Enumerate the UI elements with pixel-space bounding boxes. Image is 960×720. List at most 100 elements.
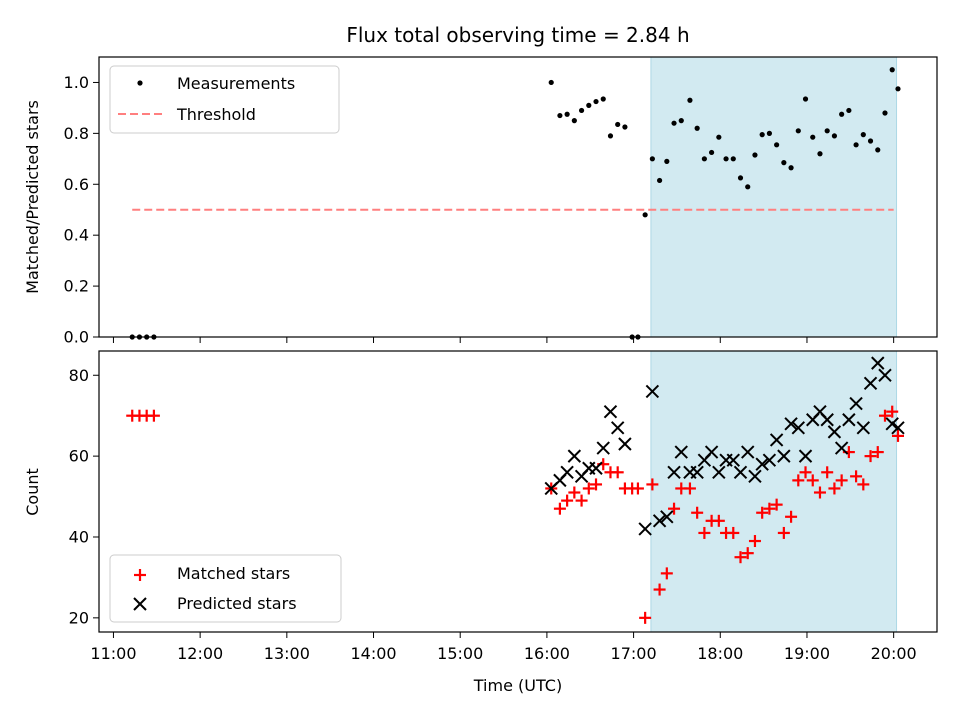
matched-star-point (147, 409, 160, 422)
predicted-star-point (784, 417, 798, 431)
predicted-star-point (704, 445, 719, 459)
matched-star-point (763, 502, 776, 515)
measurement-point (737, 175, 744, 181)
matched-star-point (712, 514, 725, 527)
measurement-point (600, 96, 606, 102)
matched-star-point (756, 506, 769, 519)
predicted-star-point (589, 461, 603, 475)
matched-star-point (785, 510, 798, 523)
top-yaxis: 0.0 0.2 0.4 0.6 0.8 1.0 (64, 73, 99, 347)
predicted-star-point (856, 421, 871, 435)
predicted-star-point (891, 421, 905, 435)
predicted-star-point (820, 413, 834, 427)
measurement-point (774, 142, 780, 148)
measurement-point (607, 133, 614, 139)
measurement-point (571, 118, 577, 124)
matched-star-point (871, 446, 884, 459)
measurement-point (745, 184, 751, 190)
measurement-point (882, 110, 888, 116)
top-ytick-label: 0.2 (64, 277, 89, 296)
matched-star-point (631, 482, 644, 495)
matched-star-point (561, 494, 574, 507)
measurement-point (564, 111, 570, 117)
bottom-xtick-label: 16:00 (524, 644, 570, 663)
measurement-point (687, 97, 693, 103)
measurement-point (678, 118, 684, 124)
matched-star-point (575, 494, 588, 507)
matched-star-point (850, 470, 863, 483)
predicted-star-point (798, 449, 813, 463)
predicted-star-point (567, 449, 582, 463)
matched-star-point (821, 466, 834, 479)
measurement-point (656, 177, 663, 184)
predicted-star-point (733, 465, 748, 480)
measurement-point (701, 156, 707, 162)
bottom-xlabel: Time (UTC) (473, 676, 562, 695)
measurement-point (846, 107, 852, 114)
top-ytick-label: 0.8 (64, 124, 89, 143)
measurement-point (557, 112, 563, 119)
matched-star-point (668, 502, 681, 515)
bottom-xtick-label: 14:00 (350, 644, 396, 663)
predicted-star-point (610, 421, 625, 435)
measurement-point (671, 120, 677, 126)
bottom-xtick-label: 13:00 (264, 644, 310, 663)
legend-predicted-marker (133, 597, 147, 611)
top-legend: Measurements Threshold (109, 65, 340, 134)
predicted-star-point (748, 469, 762, 484)
predicted-star-point (842, 413, 856, 427)
bottom-ytick-label: 40 (69, 527, 89, 546)
bottom-yaxis: 20 40 60 80 (69, 366, 99, 627)
bottom-xaxis: 11:00 12:00 13:00 14:00 15:00 16:00 17:00 18:00… (90, 632, 917, 663)
bottom-legend: Matched stars Predicted stars (109, 554, 342, 623)
top-ytick-label: 0.6 (64, 175, 89, 194)
predicted-star-point (596, 441, 610, 455)
measurement-point (548, 79, 554, 86)
matched-star-point (660, 567, 673, 580)
bottom-legend-box (109, 554, 342, 623)
measurement-point (781, 160, 787, 166)
predicted-star-point (638, 522, 652, 536)
predicted-star-point (849, 396, 863, 411)
top-ylabel: Matched/Predicted stars (23, 100, 42, 294)
matched-star-point (590, 478, 603, 491)
predicted-star-point (871, 356, 885, 370)
measurement-point (649, 156, 655, 162)
matched-star-point (698, 526, 711, 539)
measurement-point (795, 128, 801, 134)
predicted-star-point (726, 453, 740, 467)
bottom-xtick-label: 15:00 (437, 644, 483, 663)
predicted-star-point (762, 453, 777, 467)
predicted-star-point (791, 421, 806, 435)
predicted-star-point (667, 465, 681, 480)
bottom-ylabel: Count (23, 468, 42, 516)
measurement-point (752, 152, 758, 158)
top-ytick-label: 0.4 (64, 226, 89, 245)
measurement-point (889, 67, 895, 73)
matched-star-point (770, 498, 783, 511)
measurement-point (802, 96, 809, 102)
predicted-star-point (618, 437, 632, 451)
predicted-star-point (645, 384, 660, 399)
matched-star-point (835, 474, 848, 487)
measurement-point (593, 98, 599, 105)
measurement-point (622, 124, 628, 130)
predicted-star-point (603, 404, 618, 419)
legend-measurements-marker (137, 80, 143, 86)
matched-star-point (582, 482, 595, 495)
measurement-point (824, 128, 830, 134)
predicted-star-point (674, 445, 688, 459)
measurement-point (615, 121, 621, 128)
matched-star-point (741, 547, 754, 560)
predicted-star-point (769, 433, 784, 447)
measurement-point (730, 156, 736, 162)
chart-title: Flux total observing time = 2.84 h (346, 23, 689, 47)
top-ytick-label: 0.0 (64, 328, 89, 347)
bottom-xtick-label: 19:00 (784, 644, 830, 663)
matched-star-point (748, 535, 761, 548)
legend-measurements-label: Measurements (177, 74, 295, 93)
measurement-point (723, 156, 729, 162)
measurement-point (788, 165, 794, 171)
matched-star-point (683, 482, 696, 495)
